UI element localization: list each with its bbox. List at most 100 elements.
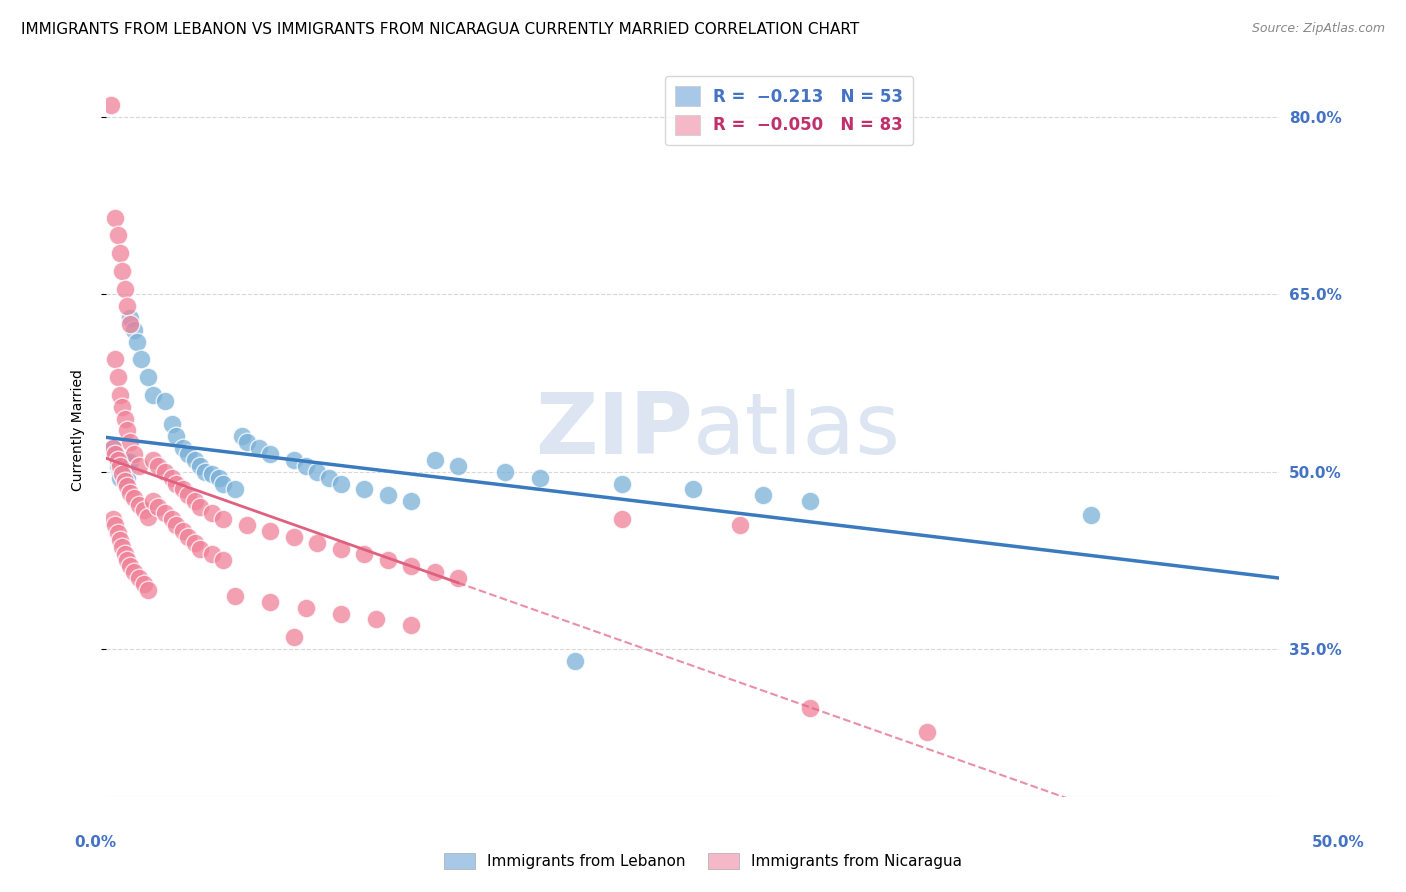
Legend: Immigrants from Lebanon, Immigrants from Nicaragua: Immigrants from Lebanon, Immigrants from… xyxy=(437,847,969,875)
Point xyxy=(447,571,470,585)
Point xyxy=(107,458,129,473)
Point xyxy=(111,467,134,482)
Point xyxy=(101,441,124,455)
Legend: R =  −0.213   N = 53, R =  −0.050   N = 83: R = −0.213 N = 53, R = −0.050 N = 83 xyxy=(665,76,912,145)
Point xyxy=(184,453,207,467)
Point xyxy=(529,470,551,484)
Point xyxy=(166,517,188,532)
Point xyxy=(564,654,586,668)
Point xyxy=(153,465,176,479)
Point xyxy=(108,458,131,473)
Point xyxy=(329,607,352,621)
Point xyxy=(142,453,165,467)
Point xyxy=(153,393,176,408)
Point xyxy=(194,465,217,479)
Point xyxy=(111,541,134,555)
Point xyxy=(283,530,305,544)
Point xyxy=(107,526,129,541)
Point xyxy=(799,701,821,715)
Point xyxy=(166,429,188,443)
Point xyxy=(915,724,938,739)
Point xyxy=(125,334,148,349)
Point xyxy=(104,447,127,461)
Point xyxy=(177,488,200,502)
Point xyxy=(118,486,141,500)
Point xyxy=(142,494,165,508)
Point xyxy=(173,483,195,497)
Point xyxy=(231,429,253,443)
Point xyxy=(136,582,159,597)
Point xyxy=(108,533,131,548)
Point xyxy=(377,488,399,502)
Point xyxy=(799,494,821,508)
Point xyxy=(111,465,134,479)
Point xyxy=(247,441,270,455)
Point xyxy=(114,467,136,482)
Point xyxy=(294,600,316,615)
Point xyxy=(212,476,235,491)
Point xyxy=(108,246,131,260)
Point xyxy=(283,453,305,467)
Point xyxy=(122,565,145,579)
Point xyxy=(307,465,329,479)
Point xyxy=(612,512,634,526)
Point xyxy=(208,470,231,484)
Point xyxy=(146,500,169,515)
Point xyxy=(115,470,138,484)
Point xyxy=(111,264,134,278)
Point xyxy=(399,494,422,508)
Point xyxy=(107,228,129,243)
Point xyxy=(177,530,200,544)
Point xyxy=(224,483,246,497)
Point xyxy=(377,553,399,567)
Point xyxy=(329,476,352,491)
Point xyxy=(115,479,138,493)
Text: IMMIGRANTS FROM LEBANON VS IMMIGRANTS FROM NICARAGUA CURRENTLY MARRIED CORRELATI: IMMIGRANTS FROM LEBANON VS IMMIGRANTS FR… xyxy=(21,22,859,37)
Point xyxy=(122,447,145,461)
Point xyxy=(318,470,340,484)
Point xyxy=(128,571,150,585)
Point xyxy=(399,559,422,574)
Point xyxy=(307,535,329,549)
Point xyxy=(188,541,211,556)
Point xyxy=(201,467,224,482)
Point xyxy=(115,462,138,476)
Point xyxy=(682,483,704,497)
Point xyxy=(188,458,211,473)
Point xyxy=(160,417,183,432)
Point xyxy=(184,535,207,549)
Point xyxy=(129,352,152,367)
Point xyxy=(236,517,259,532)
Point xyxy=(259,447,281,461)
Point xyxy=(118,435,141,450)
Point xyxy=(114,474,136,488)
Point xyxy=(423,453,446,467)
Point xyxy=(173,524,195,538)
Point xyxy=(107,370,129,384)
Point xyxy=(201,548,224,562)
Point xyxy=(166,476,188,491)
Point xyxy=(612,476,634,491)
Point xyxy=(160,470,183,484)
Point xyxy=(728,517,751,532)
Point xyxy=(294,458,316,473)
Point xyxy=(108,388,131,402)
Point xyxy=(399,618,422,632)
Point xyxy=(115,299,138,313)
Point xyxy=(104,517,127,532)
Point xyxy=(364,612,387,626)
Point xyxy=(353,483,375,497)
Point xyxy=(104,211,127,225)
Point xyxy=(122,323,145,337)
Point xyxy=(132,577,155,591)
Point xyxy=(259,595,281,609)
Point xyxy=(136,509,159,524)
Point xyxy=(111,400,134,414)
Point xyxy=(212,512,235,526)
Point xyxy=(184,494,207,508)
Point xyxy=(132,502,155,516)
Point xyxy=(122,491,145,505)
Point xyxy=(104,447,127,461)
Point xyxy=(118,455,141,469)
Text: Source: ZipAtlas.com: Source: ZipAtlas.com xyxy=(1251,22,1385,36)
